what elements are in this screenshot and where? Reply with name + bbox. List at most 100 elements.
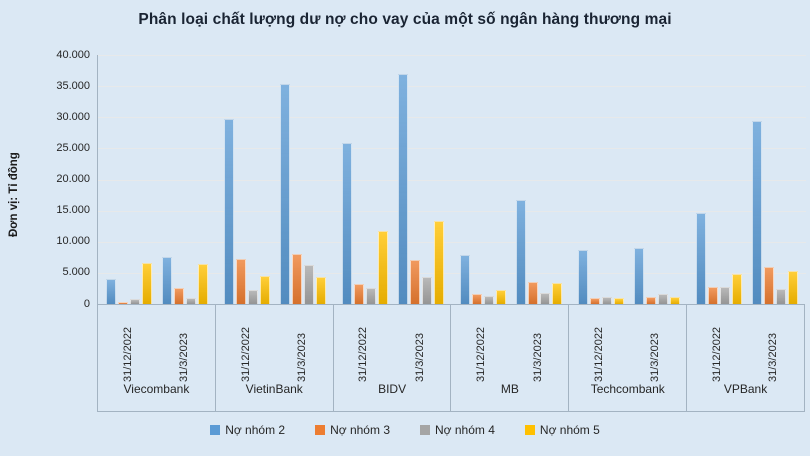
cluster-slot xyxy=(457,255,509,304)
gridline xyxy=(98,210,806,212)
date-labels: 31/12/2022 31/3/2023 xyxy=(687,305,804,382)
bar-group-techcombank xyxy=(570,55,688,304)
cluster-slot xyxy=(159,257,211,304)
x-group-label: MB xyxy=(500,382,519,396)
gridline xyxy=(98,86,806,88)
bar-no-nhom-5 xyxy=(198,264,209,304)
bar-no-nhom-2 xyxy=(341,143,352,304)
bar-group-mb xyxy=(452,55,570,304)
bar-no-nhom-4 xyxy=(658,293,669,304)
bar-no-nhom-4 xyxy=(129,299,140,304)
bar-no-nhom-2 xyxy=(162,257,173,304)
cluster-slot xyxy=(693,212,745,304)
bar-no-nhom-2 xyxy=(634,248,645,304)
gridline xyxy=(98,241,806,243)
legend-item-no-nhom-2: Nợ nhóm 2 xyxy=(210,423,285,437)
bar-no-nhom-2 xyxy=(459,255,470,304)
y-tick-label: 25.000 xyxy=(56,141,90,154)
date-slot: 31/3/2023 xyxy=(630,310,682,382)
x-tick-date-label: 31/3/2023 xyxy=(295,333,308,382)
x-tick-date-label: 31/3/2023 xyxy=(531,333,544,382)
bar-cluster xyxy=(398,74,445,304)
bar-no-nhom-3 xyxy=(174,288,185,304)
bar-no-nhom-4 xyxy=(365,287,376,304)
bar-no-nhom-2 xyxy=(516,200,527,304)
y-axis-ticks: 40.000 35.000 30.000 25.000 20.000 15.000 10.0… xyxy=(30,49,90,310)
bar-cluster xyxy=(752,121,799,304)
x-group-label: VietinBank xyxy=(245,382,303,396)
gridline xyxy=(98,117,806,119)
date-slot: 31/12/2022 xyxy=(220,310,272,382)
bar-no-nhom-3 xyxy=(589,297,600,304)
legend-item-no-nhom-5: Nợ nhóm 5 xyxy=(524,423,600,437)
cluster-slot xyxy=(221,118,273,304)
gridline xyxy=(98,179,806,181)
bar-cluster xyxy=(105,262,152,304)
date-labels: 31/12/2022 31/3/2023 xyxy=(569,305,686,382)
bar-no-nhom-2 xyxy=(105,279,116,304)
y-tick-label: 40.000 xyxy=(56,48,90,61)
x-group-cell-mb: 31/12/2022 31/3/2023 MB xyxy=(451,305,570,411)
cluster-slot xyxy=(513,200,565,304)
x-tick-date-label: 31/12/2022 xyxy=(121,326,134,382)
x-tick-date-label: 31/3/2023 xyxy=(767,333,780,382)
bar-no-nhom-3 xyxy=(353,284,364,304)
date-slot: 31/3/2023 xyxy=(748,310,800,382)
bar-no-nhom-5 xyxy=(731,274,742,304)
date-slot: 31/3/2023 xyxy=(512,310,564,382)
legend: Nợ nhóm 2 Nợ nhóm 3 Nợ nhóm 4 Nợ nhóm 5 xyxy=(0,423,810,437)
x-tick-date-label: 31/12/2022 xyxy=(593,326,606,382)
bar-no-nhom-5 xyxy=(613,297,624,304)
bar-cluster xyxy=(162,257,209,304)
y-tick-label: 15.000 xyxy=(56,204,90,217)
cluster-slot xyxy=(395,74,447,304)
x-tick-date-label: 31/12/2022 xyxy=(357,326,370,382)
cluster-slot xyxy=(103,262,155,304)
date-slot: 31/3/2023 xyxy=(276,310,328,382)
bar-no-nhom-3 xyxy=(235,258,246,304)
bar-group-vpbank xyxy=(688,55,806,304)
bar-no-nhom-4 xyxy=(304,265,315,304)
x-tick-date-label: 31/3/2023 xyxy=(178,333,191,382)
bar-no-nhom-2 xyxy=(695,212,706,304)
bar-no-nhom-2 xyxy=(577,249,588,304)
bar-no-nhom-2 xyxy=(398,74,409,304)
bar-group-bidv xyxy=(334,55,452,304)
legend-item-label: Nợ nhóm 2 xyxy=(225,423,286,437)
x-group-label: BIDV xyxy=(378,382,407,396)
cluster-slot xyxy=(631,248,683,304)
bar-no-nhom-2 xyxy=(280,83,291,304)
gridline xyxy=(98,272,806,274)
x-group-cell-techcombank: 31/12/2022 31/3/2023 Techcombank xyxy=(569,305,688,411)
bar-no-nhom-3 xyxy=(117,301,128,304)
bar-no-nhom-2 xyxy=(752,121,763,304)
x-tick-date-label: 31/3/2023 xyxy=(413,333,426,382)
y-tick-label: 30.000 xyxy=(56,110,90,123)
bar-cluster xyxy=(280,83,327,304)
date-slot: 31/12/2022 xyxy=(456,310,508,382)
cluster-slot xyxy=(277,83,329,304)
bar-no-nhom-5 xyxy=(788,271,799,304)
x-tick-date-label: 31/12/2022 xyxy=(239,326,252,382)
x-group-label: VPBank xyxy=(723,382,768,396)
bar-no-nhom-3 xyxy=(764,266,775,304)
cluster-slot xyxy=(575,249,627,304)
legend-item-no-nhom-3: Nợ nhóm 3 xyxy=(315,423,390,437)
y-tick-label: 10.000 xyxy=(56,235,90,248)
date-slot: 31/12/2022 xyxy=(338,310,390,382)
date-slot: 31/12/2022 xyxy=(102,310,154,382)
legend-color-swatch xyxy=(210,425,221,435)
bar-cluster xyxy=(577,249,624,304)
gridline xyxy=(98,55,806,56)
bar-no-nhom-3 xyxy=(707,287,718,304)
bar-no-nhom-3 xyxy=(471,294,482,304)
bar-no-nhom-4 xyxy=(247,290,258,304)
date-labels: 31/12/2022 31/3/2023 xyxy=(216,305,333,382)
cluster-slot xyxy=(749,121,801,304)
bar-no-nhom-5 xyxy=(495,289,506,304)
legend-item-label: Nợ nhóm 3 xyxy=(330,423,390,437)
y-tick-label: 20.000 xyxy=(56,173,90,185)
date-labels: 31/12/2022 31/3/2023 xyxy=(451,305,568,382)
bar-no-nhom-2 xyxy=(223,118,234,304)
